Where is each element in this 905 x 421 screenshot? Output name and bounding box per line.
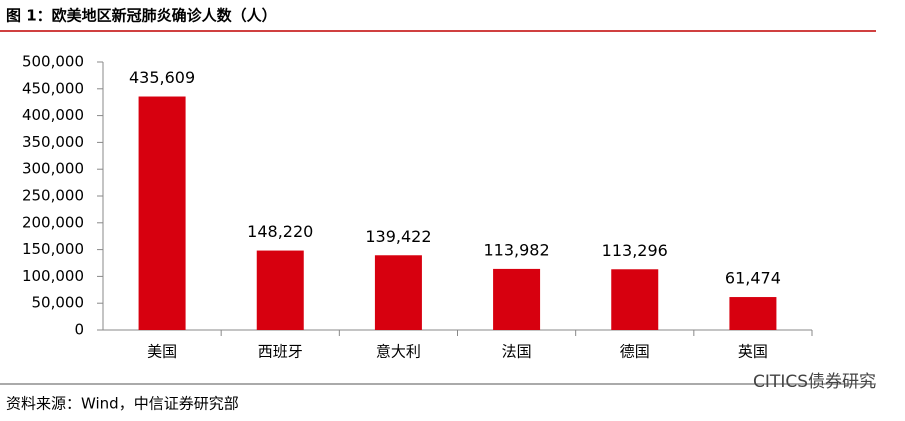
y-tick-label: 300,000 <box>22 160 84 178</box>
bar <box>256 250 304 330</box>
y-tick-label: 250,000 <box>22 187 84 205</box>
bar <box>138 96 186 330</box>
x-tick-label: 德国 <box>620 343 650 361</box>
x-tick-label: 西班牙 <box>258 343 303 361</box>
x-tick-label: 法国 <box>502 343 532 361</box>
y-tick-label: 0 <box>74 321 84 339</box>
x-tick-label: 英国 <box>738 343 768 361</box>
watermark: CITICS债券研究 <box>753 372 876 392</box>
value-label: 113,982 <box>483 240 549 259</box>
bar <box>729 297 777 330</box>
x-tick-label: 美国 <box>147 343 177 361</box>
bar <box>374 255 422 330</box>
y-tick-label: 350,000 <box>22 133 84 151</box>
value-label: 139,422 <box>365 227 431 246</box>
value-label: 61,474 <box>725 269 781 288</box>
chart-title: 图 1：欧美地区新冠肺炎确诊人数（人） <box>6 7 277 25</box>
source: 资料来源：Wind，中信证券研究部 <box>6 395 239 413</box>
y-tick-label: 500,000 <box>22 53 84 71</box>
y-tick-label: 450,000 <box>22 79 84 97</box>
y-tick-label: 50,000 <box>32 294 85 312</box>
bar <box>493 268 541 330</box>
value-label: 435,609 <box>129 68 195 87</box>
y-tick-label: 100,000 <box>22 267 84 285</box>
x-tick-label: 意大利 <box>376 343 421 361</box>
value-label: 148,220 <box>247 222 313 241</box>
y-tick-label: 150,000 <box>22 240 84 258</box>
value-label: 113,296 <box>602 241 668 260</box>
y-tick-label: 200,000 <box>22 213 84 231</box>
y-tick-label: 400,000 <box>22 106 84 124</box>
bar <box>611 269 659 330</box>
